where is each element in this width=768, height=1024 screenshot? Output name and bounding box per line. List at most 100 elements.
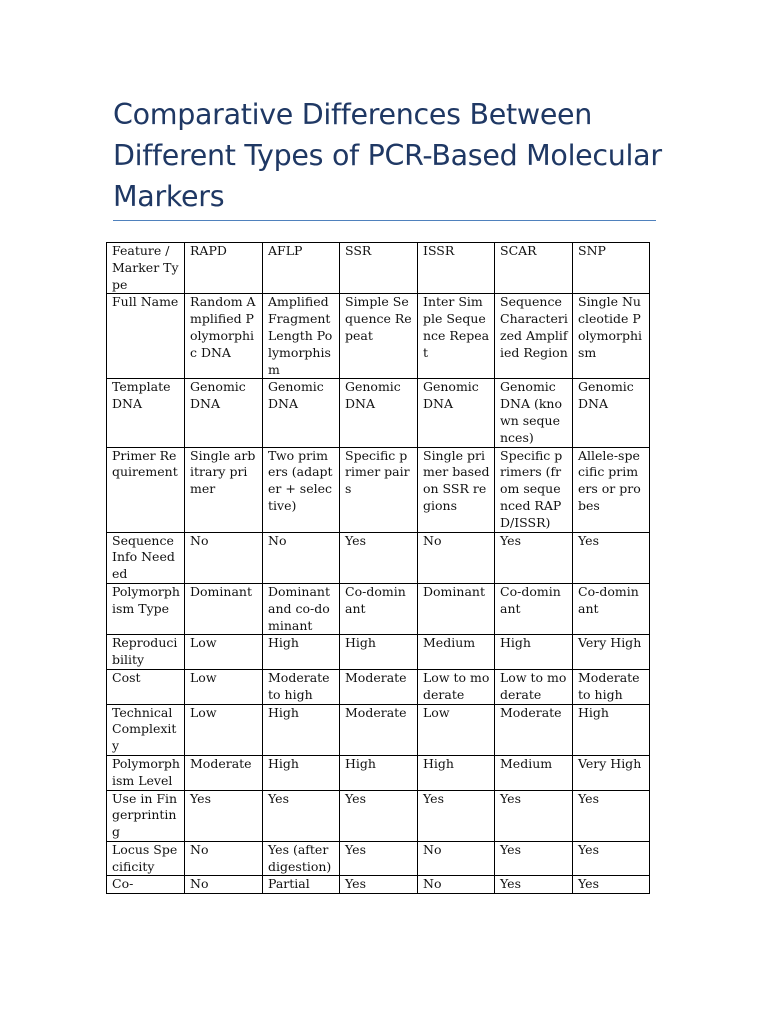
table-cell: High xyxy=(262,634,340,670)
table-cell: Allele-specific primers or probes xyxy=(572,446,650,533)
table-cell: Inter Simple Sequence Repeat xyxy=(417,293,495,380)
table-cell: Amplified Fragment Length Polymorphism xyxy=(262,293,340,380)
table-cell: Yes xyxy=(494,840,573,877)
table-cell: No xyxy=(417,840,495,877)
table-row: Template DNA Genomic DNA Genomic DNA Genomi… xyxy=(106,378,650,448)
table-cell: High xyxy=(339,634,418,670)
table-cell: Moderate to high xyxy=(572,668,650,705)
table-cell: Low xyxy=(184,703,263,756)
table-cell: Yes xyxy=(339,789,418,842)
table-cell: Specific primers (from sequenced RAPD/IS… xyxy=(494,446,573,533)
table-row: Cost Low Moderate to high Moderate Low to mo… xyxy=(106,668,650,705)
table-cell: Low to moderate xyxy=(494,668,573,705)
table-row: Technical Complexity Low High Moderate Low Mo… xyxy=(106,703,650,756)
document-title: Comparative Differences Between Differen… xyxy=(113,98,662,213)
feature-label-cell: Primer Requirement xyxy=(106,446,185,533)
table-cell: Low xyxy=(184,668,263,705)
table-cell: Moderate xyxy=(184,754,263,791)
table-cell: Yes xyxy=(572,789,650,842)
table-cell: High xyxy=(262,754,340,791)
table-cell: No xyxy=(184,531,263,584)
table-cell: Dominant xyxy=(417,582,495,636)
table-cell: Yes (after digestion) xyxy=(262,840,340,877)
table-row: Polymorphism Type Dominant Dominant and co… xyxy=(106,582,650,636)
feature-label-cell: Co- xyxy=(106,875,185,895)
table-cell: Partial xyxy=(262,875,340,895)
feature-label-cell: Polymorphism Type xyxy=(106,582,185,636)
table-cell: Yes xyxy=(339,531,418,584)
table-cell: Co-dominant xyxy=(339,582,418,636)
table-body: Feature / Marker Type RAPD AFLP SSR ISSR… xyxy=(106,241,650,895)
header-cell: Feature / Marker Type xyxy=(106,241,185,295)
header-cell: ISSR xyxy=(417,241,495,295)
table-cell: Yes xyxy=(184,789,263,842)
table-cell: Moderate xyxy=(339,703,418,756)
table-row: Polymorphism Level Moderate High High High Me… xyxy=(106,754,650,791)
table-row: Use in Fingerprinting Yes Yes Yes Yes Yes Yes xyxy=(106,789,650,842)
header-cell: SSR xyxy=(339,241,418,295)
header-cell: SNP xyxy=(572,241,650,295)
table-cell: No xyxy=(262,531,340,584)
table-cell: Co-dominant xyxy=(572,582,650,636)
table-row: Sequence Info Needed No No Yes No Yes Yes xyxy=(106,531,650,584)
table-cell: Random Amplified Polymorphic DNA xyxy=(184,293,263,380)
header-cell: AFLP xyxy=(262,241,340,295)
table-cell: Yes xyxy=(494,875,573,895)
table-cell: Genomic DNA xyxy=(262,378,340,448)
table-cell: Yes xyxy=(494,789,573,842)
table-cell: Dominant xyxy=(184,582,263,636)
header-cell: RAPD xyxy=(184,241,263,295)
header-cell: SCAR xyxy=(494,241,573,295)
table-cell: Yes xyxy=(262,789,340,842)
table-cell: Medium xyxy=(417,634,495,670)
table-cell: Moderate xyxy=(339,668,418,705)
table-cell: High xyxy=(262,703,340,756)
table-cell: Low xyxy=(184,634,263,670)
table-cell: Moderate xyxy=(494,703,573,756)
marker-comparison-table: Feature / Marker Type RAPD AFLP SSR ISSR… xyxy=(106,241,650,895)
table-cell: Low to moderate xyxy=(417,668,495,705)
table-cell: Co-dominant xyxy=(494,582,573,636)
table-cell: Simple Sequence Repeat xyxy=(339,293,418,380)
table-row: Co- No Partial Yes No Yes Yes xyxy=(106,875,650,895)
title-underline xyxy=(113,220,656,221)
table-cell: Specific primer pairs xyxy=(339,446,418,533)
table-cell: High xyxy=(494,634,573,670)
table-cell: Dominant and co-dominant xyxy=(262,582,340,636)
table-cell: Yes xyxy=(572,531,650,584)
feature-label-cell: Polymorphism Level xyxy=(106,754,185,791)
table-cell: Genomic DNA xyxy=(417,378,495,448)
feature-label-cell: Full Name xyxy=(106,293,185,380)
table-cell: Genomic DNA xyxy=(339,378,418,448)
feature-label-cell: Use in Fingerprinting xyxy=(106,789,185,842)
table-cell: Single arbitrary primer xyxy=(184,446,263,533)
table-cell: No xyxy=(184,875,263,895)
table-cell: Single primer based on SSR regions xyxy=(417,446,495,533)
table-cell: Yes xyxy=(572,840,650,877)
table-cell: Very High xyxy=(572,754,650,791)
table-row: Primer Requirement Single arbitrary prime… xyxy=(106,446,650,533)
table-row: Full Name Random Amplified Polymorphic DN… xyxy=(106,293,650,380)
feature-label-cell: Sequence Info Needed xyxy=(106,531,185,584)
table-cell: High xyxy=(339,754,418,791)
table-cell: Genomic DNA (known sequences) xyxy=(494,378,573,448)
table-cell: No xyxy=(417,531,495,584)
table-cell: Low xyxy=(417,703,495,756)
feature-label-cell: Locus Specificity xyxy=(106,840,185,877)
table-cell: Two primers (adapter + selective) xyxy=(262,446,340,533)
table-cell: Very High xyxy=(572,634,650,670)
table-cell: Single Nucleotide Polymorphism xyxy=(572,293,650,380)
table-cell: Sequence Characterized Amplified Region xyxy=(494,293,573,380)
table-cell: Yes xyxy=(572,875,650,895)
table-cell: High xyxy=(417,754,495,791)
table-cell: No xyxy=(417,875,495,895)
table-cell: Yes xyxy=(339,840,418,877)
feature-label-cell: Cost xyxy=(106,668,185,705)
table-row: Locus Specificity No Yes (after digestion)… xyxy=(106,840,650,877)
table-row: Reproducibility Low High High Medium High Very… xyxy=(106,634,650,670)
table-cell: High xyxy=(572,703,650,756)
table-cell: Yes xyxy=(417,789,495,842)
table-cell: No xyxy=(184,840,263,877)
table-cell: Medium xyxy=(494,754,573,791)
